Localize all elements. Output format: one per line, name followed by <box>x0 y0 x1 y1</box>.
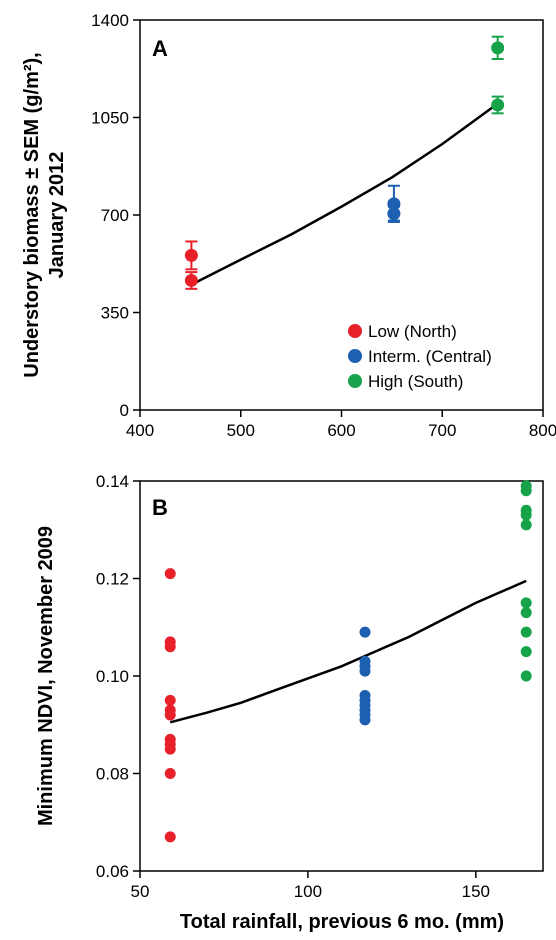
data-point <box>164 768 176 779</box>
y-tick-label: 0.06 <box>96 862 129 881</box>
panel-b-fit-curve <box>169 579 527 724</box>
panel-a-legend: Low (North) Interm. (Central) High (South) <box>348 322 492 391</box>
y-tick-label: 0 <box>120 401 129 420</box>
legend-marker <box>348 324 362 338</box>
data-point <box>520 485 532 497</box>
data-point <box>164 694 176 706</box>
legend-label: Low (North) <box>368 322 457 341</box>
data-point <box>164 641 176 653</box>
panel-b-points <box>164 480 532 843</box>
data-point <box>491 41 505 55</box>
legend-marker <box>348 374 362 388</box>
data-point <box>520 646 532 658</box>
y-tick-label: 350 <box>101 304 129 323</box>
data-point <box>520 670 532 682</box>
panel-a: A 0 350 700 1050 1400 400 500 600 700 800 Unders… <box>21 11 556 440</box>
data-point <box>359 714 371 726</box>
panel-a-y-axis-title-line1: Understory biomass ± SEM (g/m²), <box>21 52 43 377</box>
panel-b-x-ticks: 50 100 150 <box>131 871 490 901</box>
data-point <box>520 597 532 609</box>
data-point <box>359 665 371 677</box>
panel-b: B 0.06 0.08 0.10 0.12 0.14 50 100 150 Minimum … <box>35 472 544 933</box>
x-tick-label: 400 <box>126 421 154 440</box>
x-tick-label: 600 <box>327 421 355 440</box>
y-tick-label: 1400 <box>91 11 129 30</box>
x-tick-label: 800 <box>529 421 556 440</box>
data-point <box>164 831 176 843</box>
data-point <box>359 626 371 638</box>
data-point <box>164 743 176 755</box>
panel-b-x-axis-title: Total rainfall, previous 6 mo. (mm) <box>180 911 504 933</box>
legend-marker <box>348 349 362 363</box>
panel-a-points <box>184 35 505 290</box>
y-tick-label: 0.10 <box>96 667 129 686</box>
x-tick-label: 50 <box>131 882 150 901</box>
panel-b-label: B <box>152 495 168 520</box>
y-tick-label: 0.12 <box>96 570 129 589</box>
x-tick-label: 150 <box>462 882 490 901</box>
data-point <box>164 568 176 580</box>
legend-label: Interm. (Central) <box>368 347 492 366</box>
legend-label: High (South) <box>368 372 463 391</box>
data-point <box>520 626 532 638</box>
data-point <box>164 709 176 721</box>
y-tick-label: 700 <box>101 206 129 225</box>
x-tick-label: 100 <box>294 882 322 901</box>
panel-a-y-axis-title-line2: January 2012 <box>46 152 68 279</box>
panel-b-frame <box>139 480 544 872</box>
y-tick-label: 1050 <box>91 109 129 128</box>
panel-a-label: A <box>152 36 168 61</box>
data-point <box>184 273 198 287</box>
panel-a-fit-curve <box>190 102 499 286</box>
panel-a-x-ticks: 400 500 600 700 800 <box>126 410 556 440</box>
x-tick-label: 500 <box>227 421 255 440</box>
panel-a-y-ticks: 0 350 700 1050 1400 <box>91 11 140 420</box>
y-tick-label: 0.14 <box>96 472 129 491</box>
x-tick-label: 700 <box>428 421 456 440</box>
y-tick-label: 0.08 <box>96 765 129 784</box>
data-point <box>491 98 505 112</box>
data-point <box>184 248 198 262</box>
panel-b-y-ticks: 0.06 0.08 0.10 0.12 0.14 <box>96 472 140 881</box>
data-point <box>387 207 401 221</box>
data-point <box>520 519 532 531</box>
data-point <box>520 607 532 619</box>
data-point <box>520 509 532 521</box>
panel-b-y-axis-title: Minimum NDVI, November 2009 <box>35 526 57 826</box>
